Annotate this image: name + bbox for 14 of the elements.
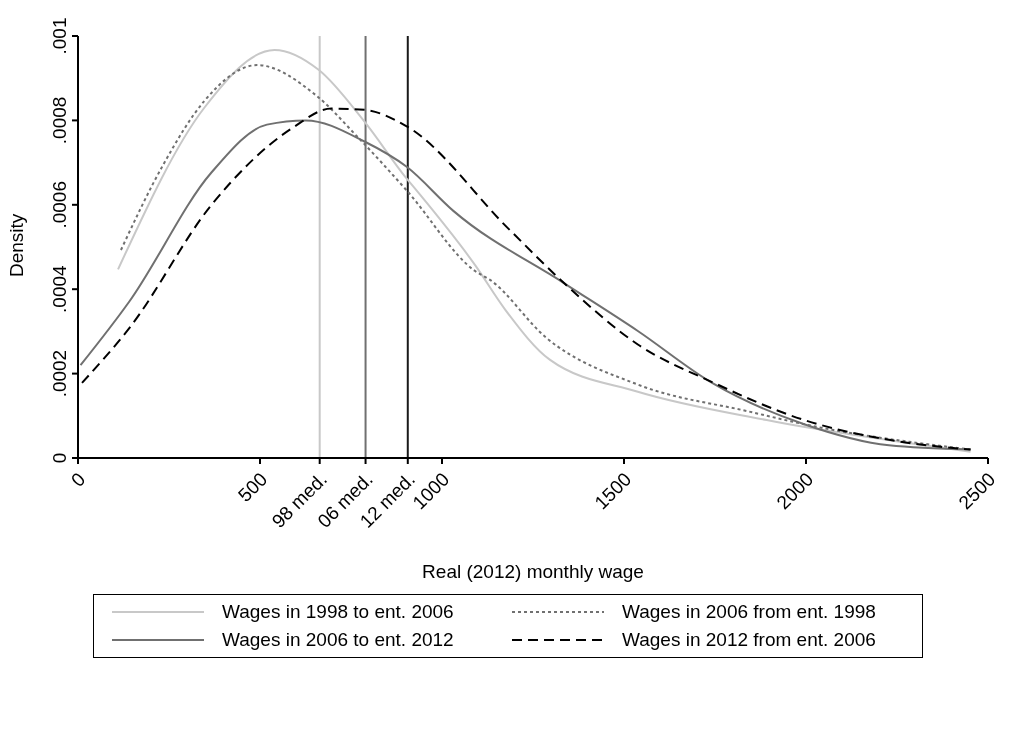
y-tick-label: 0 (49, 452, 70, 464)
legend-label: Wages in 2006 to ent. 2012 (222, 629, 454, 651)
legend-label: Wages in 2012 from ent. 2006 (622, 629, 876, 651)
legend-label: Wages in 2006 from ent. 1998 (622, 601, 876, 623)
x-axis-title: Real (2012) monthly wage (422, 561, 644, 582)
y-axis-title: Density (5, 213, 27, 277)
y-tick-label: .001 (49, 17, 70, 55)
x-tick-label: 500 (234, 468, 272, 506)
y-tick-label: .0002 (49, 349, 70, 398)
x-tick-label: 0 (66, 468, 90, 491)
y-tick-label: .0004 (49, 264, 70, 313)
legend-label: Wages in 1998 to ent. 2006 (222, 601, 454, 623)
y-tick-label: .0008 (49, 96, 70, 145)
y-tick-label: .0006 (49, 181, 70, 229)
